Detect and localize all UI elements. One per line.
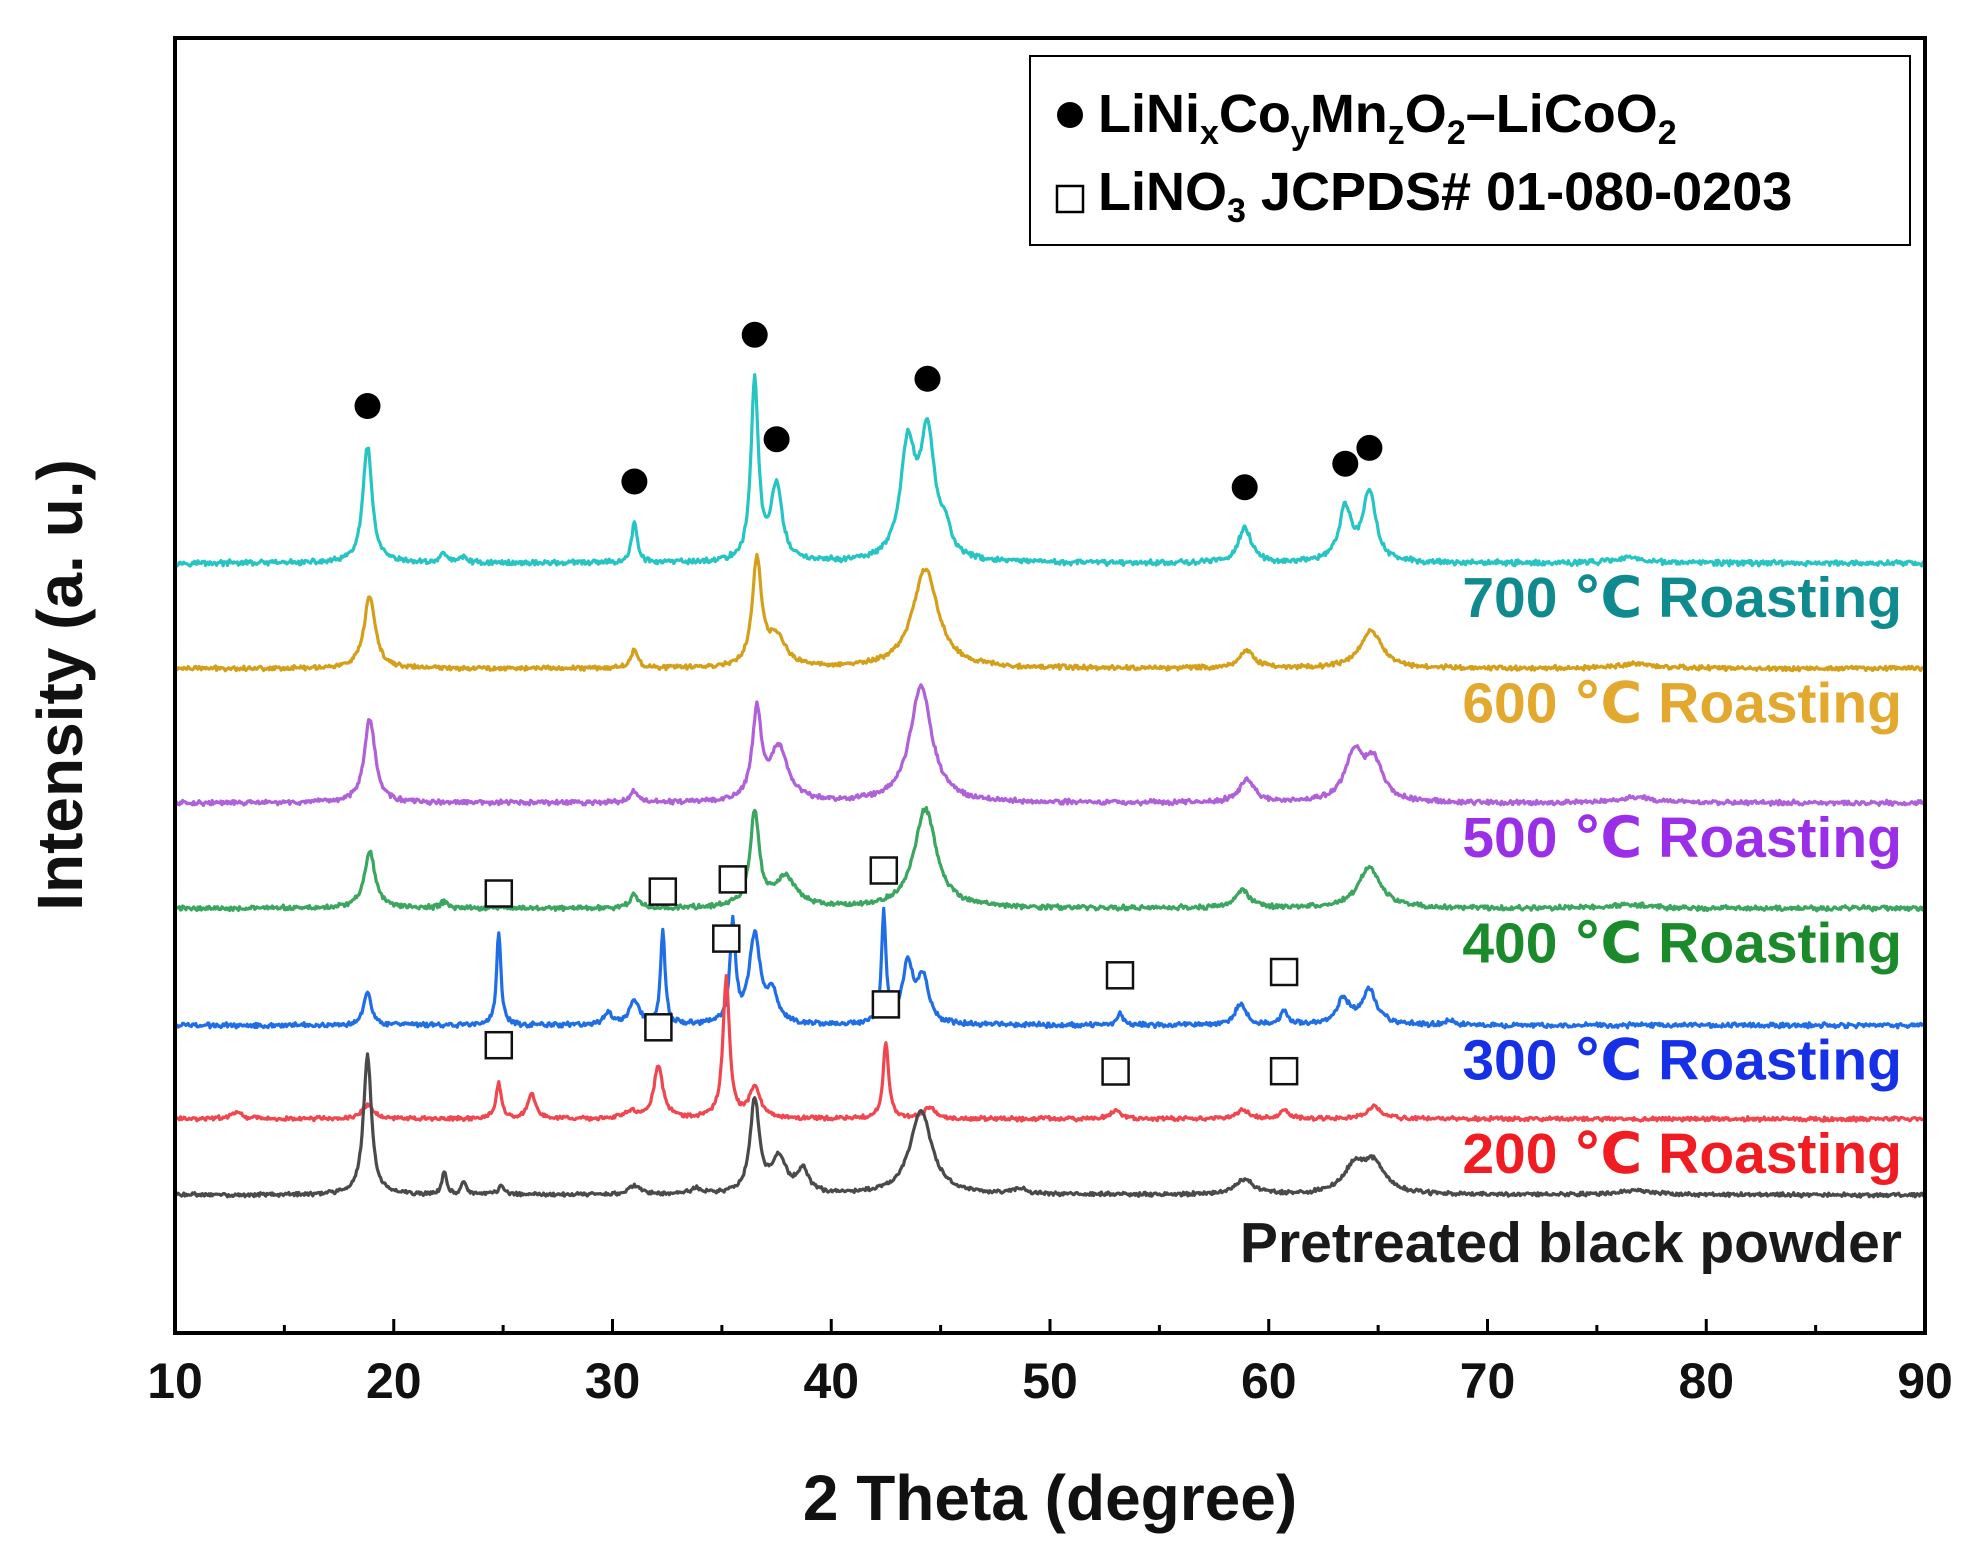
xrd-trace-6: [174, 1052, 1927, 1199]
legend-0-part-2: Co: [1219, 84, 1291, 144]
phase-marker-open-square-200c-4: [1101, 1057, 1130, 1086]
phase-marker-filled-circle-2: [741, 321, 768, 348]
series-label-6: Pretreated black powder: [1240, 1211, 1902, 1275]
legend-filled-circle-symbol: [1057, 102, 1083, 128]
xrd-trace-3: [174, 805, 1927, 913]
phase-marker-open-square-300c-1: [648, 877, 678, 906]
legend-box: [1029, 55, 1911, 246]
xrd-trace-2: [173, 683, 1927, 808]
series-label-1: 600 ℃ Roasting: [1462, 672, 1902, 736]
x-tick-label-90: 90: [1897, 1353, 1953, 1409]
phase-marker-open-square-300c-4: [1105, 961, 1135, 990]
legend-1-part-1: 3: [1227, 192, 1246, 230]
legend-0-part-3: y: [1291, 114, 1310, 152]
phase-marker-open-square-200c-1: [644, 1013, 673, 1042]
marker-layer: [354, 321, 1383, 1086]
phase-marker-open-square-200c-0: [484, 1030, 514, 1060]
phase-marker-filled-circle-6: [1332, 450, 1359, 477]
phase-marker-open-square-200c-5: [1269, 1056, 1299, 1086]
phase-marker-filled-circle-1: [621, 468, 648, 495]
x-tick-label-70: 70: [1460, 1353, 1516, 1409]
xrd-trace-0: [174, 373, 1926, 568]
legend-open-square-symbol: [1055, 184, 1085, 214]
xrd-trace-1: [174, 552, 1927, 673]
phase-marker-open-square-300c-0: [484, 879, 514, 908]
xrd-trace-5: [174, 974, 1927, 1123]
y-axis-title: Intensity (a. u.): [24, 459, 96, 911]
phase-marker-open-square-300c-5: [1269, 957, 1299, 987]
x-tick-label-60: 60: [1241, 1353, 1297, 1409]
xrd-trace-4: [173, 906, 1927, 1030]
legend-0-part-1: x: [1200, 114, 1219, 152]
series-label-4: 300 ℃ Roasting: [1462, 1028, 1902, 1092]
series-label-0: 700 ℃ Roasting: [1462, 566, 1902, 630]
legend-0-part-9: 2: [1658, 114, 1677, 152]
phase-marker-filled-circle-7: [1356, 434, 1383, 461]
legend-0-part-4: Mn: [1310, 84, 1388, 144]
series-label-2: 500 ℃ Roasting: [1462, 806, 1902, 870]
phase-marker-filled-circle-3: [763, 426, 790, 453]
legend-1-part-0: LiNO: [1098, 162, 1227, 222]
series-label-layer: 700 ℃ Roasting 600 ℃ Roasting 500 ℃ Roasti…: [1240, 566, 1902, 1275]
legend-0-part-6: O: [1405, 84, 1447, 144]
legend-0-part-8: –LiCoO: [1466, 84, 1658, 144]
legend-entry-lithium-oxide: LiNixCoyMnzO2–LiCoO2: [1098, 84, 1677, 152]
x-tick-label-30: 30: [585, 1353, 641, 1409]
x-axis-ticks: 10 20 30 40 50 60 70 80 90: [147, 1319, 1953, 1409]
x-axis-title: 2 Theta (degree): [803, 1462, 1297, 1534]
x-tick-label-50: 50: [1022, 1353, 1078, 1409]
series-layer: [173, 373, 1927, 1199]
phase-marker-open-square-200c-2: [712, 924, 741, 953]
legend-0-part-0: LiNi: [1098, 84, 1200, 144]
legend-0-part-5: z: [1388, 114, 1405, 152]
series-label-5: 200 ℃ Roasting: [1462, 1122, 1902, 1186]
x-tick-label-40: 40: [803, 1353, 859, 1409]
x-tick-label-80: 80: [1678, 1353, 1734, 1409]
legend-0-part-7: 2: [1447, 114, 1466, 152]
phase-marker-filled-circle-5: [1231, 474, 1258, 501]
x-tick-label-20: 20: [366, 1353, 422, 1409]
series-label-3: 400 ℃ Roasting: [1462, 911, 1902, 975]
phase-marker-filled-circle-4: [914, 365, 941, 392]
phase-marker-filled-circle-0: [354, 393, 381, 419]
phase-marker-open-square-300c-2: [718, 865, 748, 894]
legend-entry-lithium-nitrate: LiNO3 JCPDS# 01-080-0203: [1098, 162, 1792, 230]
x-tick-label-10: 10: [147, 1353, 203, 1409]
phase-marker-open-square-300c-3: [869, 856, 899, 885]
legend: LiNixCoyMnzO2–LiCoO2 LiNO3 JCPDS# 01-080…: [1029, 55, 1911, 246]
legend-1-part-2: JCPDS# 01-080-0203: [1246, 162, 1792, 222]
phase-marker-open-square-200c-3: [871, 990, 901, 1019]
